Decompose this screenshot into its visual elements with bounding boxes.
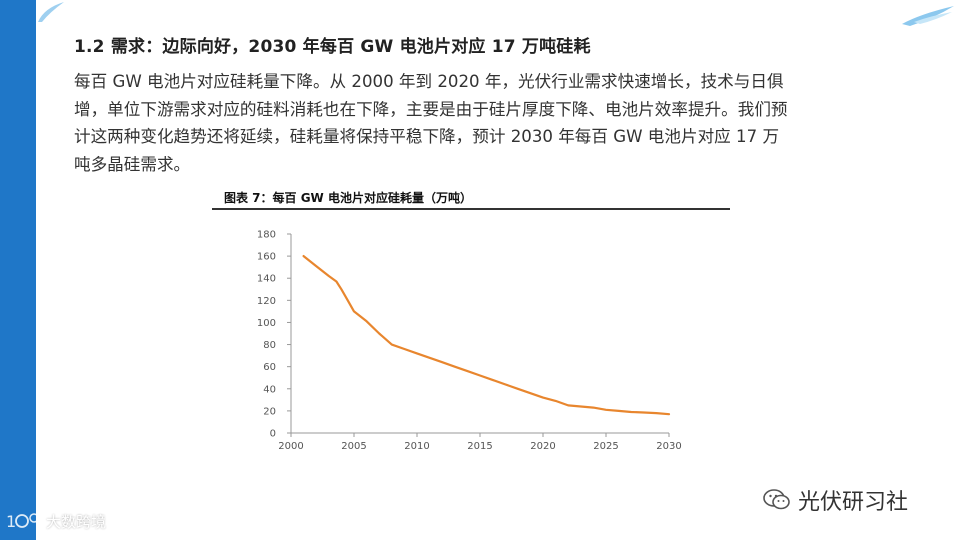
x-tick-label: 2005 [341,441,366,452]
wechat-account-name: 光伏研习社 [798,490,909,515]
x-tick-label: 2030 [656,441,681,452]
wechat-watermark: 光伏研习社 [762,484,908,516]
x-tick-label: 2015 [467,441,492,452]
y-tick-label: 40 [263,384,276,395]
y-tick-label: 180 [257,230,276,241]
paragraph-line: 增，单位下游需求对应的硅料消耗也在下降，主要是由于硅片厚度下降、电池片效率提升。… [74,99,788,119]
body-paragraph: 每百 GW 电池片对应硅耗量下降。从 2000 年到 2020 年，光伏行业需求… [74,68,894,178]
corner-watermark-text: 大数跨境 [46,512,107,531]
y-tick-label: 120 [257,296,276,307]
x-tick-label: 2000 [278,441,303,452]
y-tick-label: 140 [257,274,276,285]
x-tick-label: 2010 [404,441,429,452]
figure-title: 图表 7：每百 GW 电池片对应硅耗量（万吨） [224,191,472,205]
silicon-consumption-line-chart: 0 20 40 60 80 100 120 140 160 180 2000 2005 2010 201… [257,230,682,453]
y-axis: 0 20 40 60 80 100 120 140 160 180 [257,230,292,440]
svg-text:1: 1 [6,512,16,531]
paragraph-line: 计这两种变化趋势还将延续，硅耗量将保持平稳下降，预计 2030 年每百 GW 电… [74,127,780,146]
figure-title-rule [212,208,730,210]
x-tick-label: 2020 [530,441,555,452]
x-axis: 2000 2005 2010 2015 2020 2025 2030 [278,432,682,452]
logo-icon: 1 [6,512,39,531]
y-tick-label: 80 [263,340,276,351]
wave-decoration-left [38,2,64,22]
paragraph-line: 每百 GW 电池片对应硅耗量下降。从 2000 年到 2020 年，光伏行业需求… [74,72,784,91]
x-tick-label: 2025 [593,441,618,452]
wave-decoration-right [902,6,954,26]
wechat-icon [763,489,790,510]
series-group [302,255,671,416]
y-tick-label: 60 [263,362,276,373]
y-tick-label: 20 [263,406,276,417]
y-tick-label: 100 [257,318,276,329]
corner-watermark: 1 大数跨境 [6,510,106,532]
left-sidebar-bar [0,0,36,540]
section-heading: 1.2 需求：边际向好，2030 年每百 GW 电池片对应 17 万吨硅耗 [74,37,591,57]
y-tick-label: 160 [257,252,276,263]
paragraph-line: 吨多晶硅需求。 [74,154,191,174]
y-tick-label: 0 [270,429,276,440]
series-line [302,255,671,416]
